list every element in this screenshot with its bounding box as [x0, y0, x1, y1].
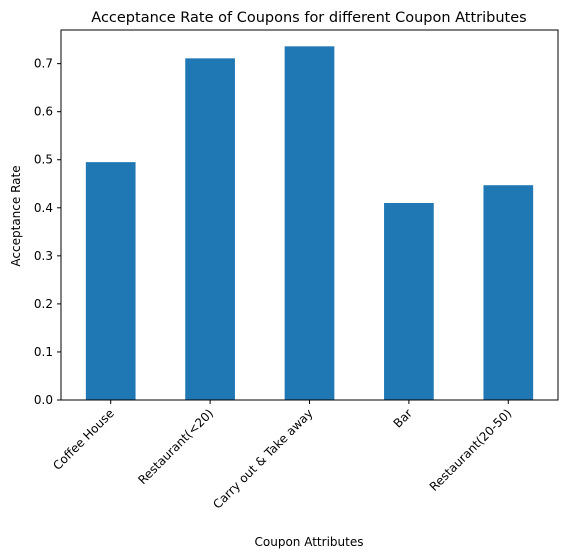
x-tick-label: Restaurant(<20): [135, 406, 216, 487]
x-tick-label: Bar: [391, 406, 415, 430]
y-tick-label: 0.1: [34, 345, 53, 359]
y-tick-label: 0.0: [34, 393, 53, 407]
bars-group: [85, 46, 534, 401]
bar-3: [384, 202, 434, 400]
plot-frame: [60, 29, 559, 401]
bar-1: [185, 58, 235, 401]
x-axis-ticks: Coffee House Restaurant(<20)Carry out & T…: [50, 400, 514, 512]
x-axis-label: Coupon Attributes: [255, 535, 364, 549]
bar-2: [284, 46, 335, 401]
chart-title: Acceptance Rate of Coupons for different…: [91, 10, 526, 26]
x-tick-label: Carry out & Take away: [210, 406, 315, 511]
y-tick-label: 0.3: [34, 249, 53, 263]
bar-0: [85, 162, 136, 400]
y-tick-label: 0.5: [34, 153, 53, 167]
y-tick-label: 0.6: [34, 105, 53, 119]
y-tick-label: 0.4: [34, 201, 53, 215]
y-axis-label: Acceptance Rate: [9, 165, 23, 266]
x-tick-label: Coffee House: [50, 406, 117, 473]
y-tick-label: 0.2: [34, 297, 53, 311]
x-tick-label: Restaurant(20-50): [427, 406, 515, 494]
y-axis-ticks: 0.0 0.1 0.2 0.3 0.4 0.5 0.6 0.7: [34, 57, 61, 407]
bar-4: [483, 185, 534, 400]
y-tick-label: 0.7: [34, 57, 53, 71]
